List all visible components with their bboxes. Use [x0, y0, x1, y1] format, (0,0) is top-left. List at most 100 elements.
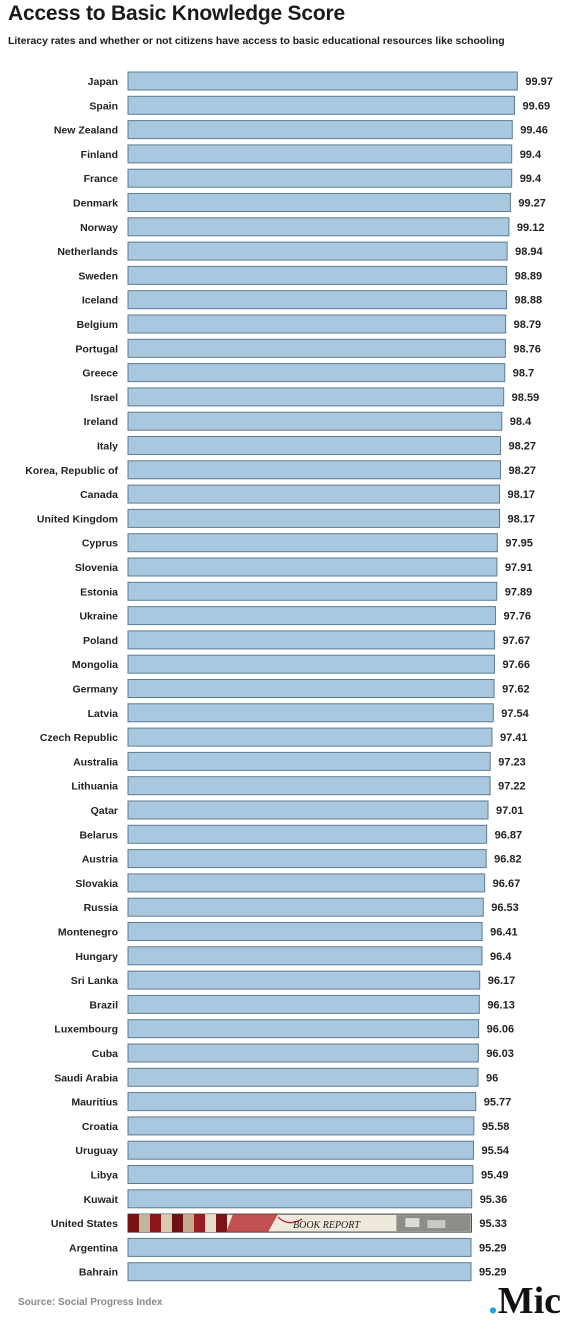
category-label-japan: Japan: [88, 76, 118, 88]
value-label-mongolia: 97.66: [502, 659, 530, 671]
bar-uruguay: [127, 1140, 474, 1160]
category-label-kuwait: Kuwait: [84, 1194, 119, 1206]
category-label-bahrain: Bahrain: [79, 1267, 118, 1279]
category-label-ukraine: Ukraine: [79, 611, 118, 623]
category-label-spain: Spain: [89, 100, 118, 112]
category-label-estonia: Estonia: [80, 586, 118, 598]
bar-sri-lanka: [127, 970, 481, 990]
value-label-denmark: 99.27: [518, 198, 546, 210]
bar-ireland: [127, 411, 503, 431]
bar-austria: [127, 849, 487, 869]
logo-text: Mic: [497, 1280, 561, 1322]
bar-belarus: [127, 824, 488, 844]
category-label-greece: Greece: [82, 368, 118, 380]
value-label-saudi-arabia: 96: [486, 1072, 498, 1084]
category-label-cyprus: Cyprus: [82, 538, 118, 550]
category-label-belgium: Belgium: [77, 319, 118, 331]
bar-estonia: [127, 581, 498, 601]
bar-united-states: [127, 1213, 472, 1233]
category-label-mauritius: Mauritius: [71, 1097, 118, 1109]
value-label-mauritius: 95.77: [484, 1097, 512, 1109]
bar-new-zealand: [127, 120, 513, 140]
bar-ukraine: [127, 606, 496, 626]
value-label-qatar: 97.01: [496, 805, 524, 817]
bar-iceland: [127, 290, 508, 310]
category-label-denmark: Denmark: [73, 198, 118, 210]
bar-korea-republic-of: [127, 460, 502, 480]
category-label-belarus: Belarus: [79, 829, 118, 841]
value-label-brazil: 96.13: [487, 999, 515, 1011]
value-label-bahrain: 95.29: [479, 1267, 507, 1279]
bar-japan: [127, 71, 518, 91]
category-label-italy: Italy: [97, 441, 118, 453]
value-label-netherlands: 98.94: [515, 246, 543, 258]
value-label-czech-republic: 97.41: [500, 732, 528, 744]
category-label-czech-republic: Czech Republic: [40, 732, 118, 744]
value-label-uruguay: 95.54: [481, 1145, 509, 1157]
value-label-portugal: 98.76: [513, 343, 541, 355]
category-label-russia: Russia: [84, 902, 119, 914]
bar-belgium: [127, 314, 507, 334]
bar-czech-republic: [127, 727, 493, 747]
source-note: Source: Social Progress Index: [18, 1297, 163, 1308]
category-label-mongolia: Mongolia: [72, 659, 118, 671]
bar-spain: [127, 95, 516, 115]
bar-portugal: [127, 338, 506, 358]
value-label-belgium: 98.79: [514, 319, 542, 331]
category-label-uruguay: Uruguay: [75, 1145, 118, 1157]
bar-saudi-arabia: [127, 1067, 479, 1087]
value-label-ukraine: 97.76: [503, 611, 531, 623]
bar-sweden: [127, 265, 508, 285]
value-label-montenegro: 96.41: [490, 927, 518, 939]
bar-russia: [127, 897, 484, 917]
bar-bahrain: [127, 1262, 472, 1282]
mic-logo: .Mic: [488, 1282, 561, 1320]
bar-cyprus: [127, 533, 498, 553]
value-label-united-kingdom: 98.17: [508, 513, 536, 525]
value-label-united-states: 95.33: [479, 1218, 507, 1230]
bar-denmark: [127, 193, 511, 212]
value-label-greece: 98.7: [513, 368, 534, 380]
value-label-austria: 96.82: [494, 854, 522, 866]
category-label-ireland: Ireland: [84, 416, 118, 428]
bar-libya: [127, 1165, 474, 1184]
category-label-croatia: Croatia: [82, 1121, 118, 1133]
bar-montenegro: [127, 922, 483, 941]
value-label-estonia: 97.89: [505, 586, 533, 598]
category-label-finland: Finland: [81, 149, 118, 161]
value-label-luxembourg: 96.06: [487, 1024, 515, 1036]
category-label-slovakia: Slovakia: [75, 878, 118, 890]
bar-slovenia: [127, 557, 498, 577]
value-label-kuwait: 95.36: [480, 1194, 508, 1206]
bar-qatar: [127, 800, 489, 820]
bar-greece: [127, 363, 506, 383]
category-label-korea-republic-of: Korea, Republic of: [25, 465, 118, 477]
category-label-argentina: Argentina: [69, 1242, 118, 1254]
bar-kuwait: [127, 1189, 473, 1209]
value-label-slovenia: 97.91: [505, 562, 533, 574]
category-label-cuba: Cuba: [92, 1048, 118, 1060]
value-label-canada: 98.17: [508, 489, 536, 501]
category-label-poland: Poland: [83, 635, 118, 647]
bar-united-kingdom: [127, 508, 501, 528]
value-label-sweden: 98.89: [515, 270, 543, 282]
bar-hungary: [127, 946, 483, 966]
value-label-lithuania: 97.22: [498, 781, 526, 793]
value-label-italy: 98.27: [509, 441, 537, 453]
value-label-france: 99.4: [520, 173, 542, 185]
value-label-israel: 98.59: [512, 392, 540, 404]
bar-mongolia: [127, 654, 495, 674]
category-label-new-zealand: New Zealand: [54, 125, 118, 137]
value-label-sri-lanka: 96.17: [488, 975, 516, 987]
value-label-croatia: 95.58: [482, 1121, 510, 1133]
category-label-canada: Canada: [80, 489, 118, 501]
bar-italy: [127, 436, 502, 455]
category-label-iceland: Iceland: [82, 295, 118, 307]
category-label-australia: Australia: [73, 756, 118, 768]
bar-luxembourg: [127, 1019, 480, 1039]
bar-netherlands: [127, 241, 508, 261]
category-label-france: France: [84, 173, 119, 185]
bar-france: [127, 168, 513, 188]
category-label-austria: Austria: [82, 854, 118, 866]
category-label-slovenia: Slovenia: [75, 562, 118, 574]
